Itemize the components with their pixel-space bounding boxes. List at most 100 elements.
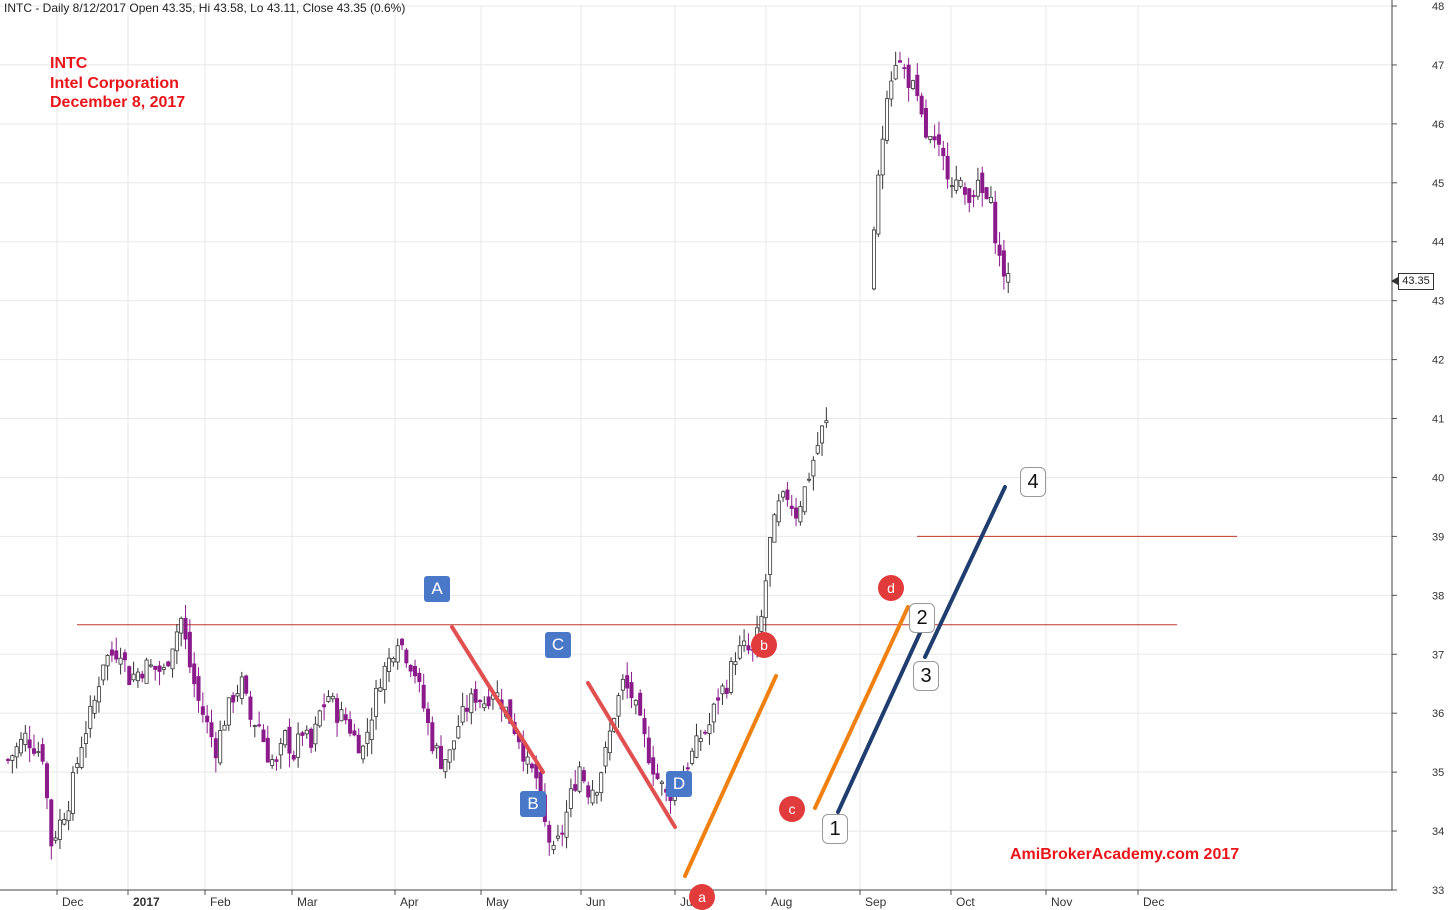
candle-body — [339, 709, 344, 722]
marker-C: C — [545, 632, 571, 658]
candle-body — [291, 754, 296, 760]
candle-body — [464, 707, 469, 712]
wave-label-2: 2 — [909, 603, 935, 633]
candle-body — [568, 788, 573, 809]
candle-body — [49, 799, 54, 847]
candle-body — [57, 819, 62, 840]
candle-body — [525, 756, 530, 765]
last-price-tag: 43.35 — [1391, 273, 1434, 290]
candle-body — [274, 759, 279, 762]
candle-body — [261, 729, 266, 743]
x-tick-label: Oct — [956, 895, 975, 909]
candle-body — [222, 724, 227, 731]
candle-body — [893, 65, 898, 80]
candle-body — [148, 664, 153, 667]
candle-body — [538, 771, 543, 793]
candle-body — [109, 649, 114, 656]
candle-body — [356, 734, 361, 754]
candle-body — [417, 672, 422, 682]
candle-body — [170, 648, 175, 670]
candle-body — [426, 708, 431, 724]
candle-body — [192, 663, 197, 685]
y-tick-label: 38 — [1432, 590, 1444, 602]
candle-body — [897, 60, 902, 63]
marker-A: A — [424, 576, 450, 602]
x-tick-label: Aug — [771, 895, 792, 909]
candle-body — [815, 445, 820, 454]
candle-body — [421, 684, 426, 709]
wave-label-1: 1 — [822, 814, 848, 844]
candle-body — [616, 695, 621, 717]
company-label: Intel Corporation — [50, 75, 179, 92]
candle-body — [257, 724, 262, 727]
candle-body — [763, 580, 768, 619]
candle-body — [685, 767, 690, 770]
candle-body — [313, 723, 318, 745]
candle-body — [698, 738, 703, 742]
y-tick-label: 46 — [1432, 119, 1444, 131]
candle-body — [884, 98, 889, 141]
candle-body — [287, 726, 292, 754]
candle-body — [820, 425, 825, 444]
y-tick-label: 43 — [1432, 296, 1444, 308]
blue-trend-line — [923, 485, 1007, 659]
candle-body — [53, 837, 58, 841]
marker-D: D — [666, 771, 692, 797]
candle-body — [96, 686, 101, 703]
candle-body — [361, 745, 366, 760]
candle-body — [529, 763, 534, 769]
candle-body — [44, 763, 49, 799]
candle-body — [300, 732, 305, 736]
candle-body — [10, 755, 15, 761]
candle-body — [551, 844, 556, 850]
candle-body — [789, 505, 794, 509]
candle-body — [690, 750, 695, 764]
candle-body — [352, 730, 357, 736]
candle-body — [962, 187, 967, 195]
candle-body — [954, 179, 959, 191]
candle-body — [1001, 250, 1006, 277]
x-tick-label: Dec — [1143, 895, 1164, 909]
wave-label-4: 4 — [1020, 467, 1046, 497]
orange-trend-line — [683, 674, 778, 878]
y-tick-label: 45 — [1432, 178, 1444, 190]
candle-body — [382, 665, 387, 691]
candle-body — [625, 675, 630, 689]
candle-body — [447, 749, 452, 763]
candle-body — [79, 747, 84, 768]
candle-body — [270, 759, 275, 766]
y-tick-label: 44 — [1432, 237, 1444, 249]
candle-body — [915, 74, 920, 96]
y-tick-label: 40 — [1432, 472, 1444, 484]
date-label: December 8, 2017 — [50, 94, 186, 111]
candle-body — [365, 731, 370, 744]
candle-body — [949, 185, 954, 188]
candle-body — [599, 772, 604, 794]
candle-body — [144, 659, 149, 684]
candle-body — [906, 64, 911, 88]
candle-body — [1006, 273, 1011, 283]
candle-body — [603, 747, 608, 767]
y-tick-label: 41 — [1432, 414, 1444, 426]
red-trend-line — [450, 625, 545, 774]
candle-body — [733, 661, 738, 665]
candle-body — [876, 174, 881, 235]
candle-body — [6, 759, 11, 761]
candle-body — [317, 710, 322, 727]
candle-body — [473, 689, 478, 703]
candle-body — [66, 810, 71, 822]
candle-body — [70, 772, 75, 814]
y-tick-label: 42 — [1432, 355, 1444, 367]
candle-body — [413, 666, 418, 677]
candle-body — [941, 147, 946, 157]
candle-body — [326, 696, 331, 702]
candle-body — [395, 645, 400, 663]
marker-a: a — [689, 884, 715, 910]
marker-c: c — [779, 796, 805, 822]
candle-body — [703, 731, 708, 734]
candle-body — [456, 726, 461, 739]
y-tick-label: 48 — [1432, 1, 1444, 13]
candle-body — [101, 664, 106, 681]
candle-body — [577, 766, 582, 792]
candle-body — [322, 704, 327, 708]
